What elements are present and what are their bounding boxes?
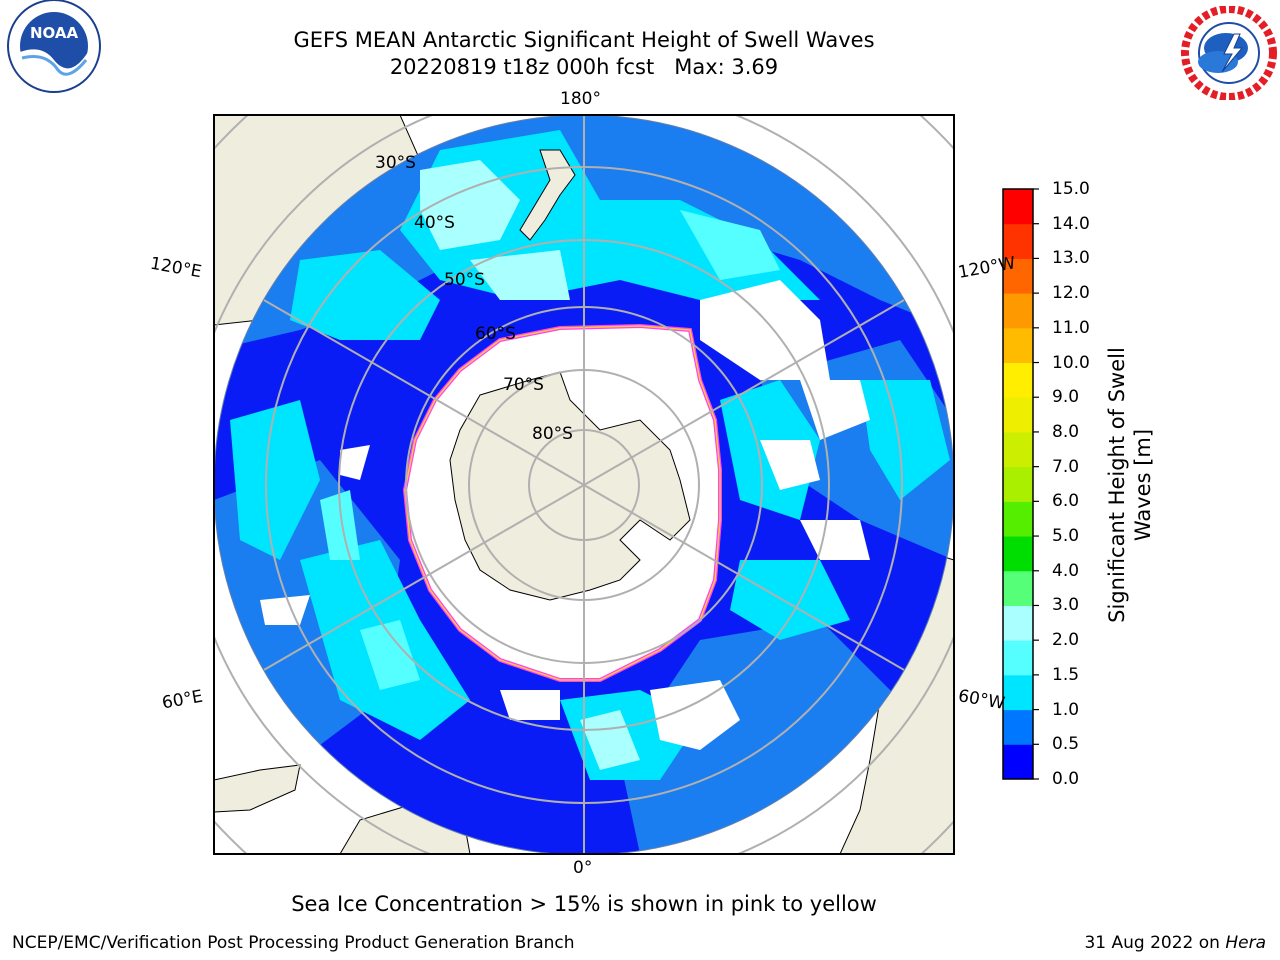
lon-label-180: 180° xyxy=(560,89,601,109)
colorbar-tick-label: 11.0 xyxy=(1052,317,1090,338)
colorbar-tick-label: 13.0 xyxy=(1052,248,1090,269)
colorbar-tick-label: 15.0 xyxy=(1052,179,1090,199)
noaa-logo-text: NOAA xyxy=(30,24,79,42)
lat-label-70s: 70°S xyxy=(503,375,544,395)
colorbar-tick-label: 5.0 xyxy=(1052,526,1080,547)
colorbar-tick-label: 3.0 xyxy=(1052,595,1080,616)
land-new-zealand xyxy=(519,149,576,241)
colorbar-segment xyxy=(1003,258,1033,294)
map-frame xyxy=(213,114,955,855)
colorbar-tick-label: 1.5 xyxy=(1052,664,1080,685)
colorbar-tick-label: 8.0 xyxy=(1052,421,1080,442)
machine-name: Hera xyxy=(1225,933,1266,953)
colorbar-tick-label: 0.0 xyxy=(1052,769,1080,789)
colorbar-tick-label: 12.0 xyxy=(1052,283,1090,304)
credit-text: NCEP/EMC/Verification Post Processing Pr… xyxy=(12,933,575,953)
colorbar-segment xyxy=(1003,223,1033,259)
colorbar-segment xyxy=(1003,327,1033,364)
lon-label-0: 0° xyxy=(573,858,593,878)
colorbar xyxy=(1002,188,1039,780)
colorbar-tick-label: 14.0 xyxy=(1052,213,1090,234)
colorbar-tick-label: 10.0 xyxy=(1052,352,1090,373)
chart-title: GEFS MEAN Antarctic Significant Height o… xyxy=(293,28,875,52)
colorbar-tick-label: 0.5 xyxy=(1052,734,1080,755)
colorbar-tick-label: 9.0 xyxy=(1052,387,1080,408)
colorbar-segment xyxy=(1003,744,1033,780)
colorbar-border xyxy=(1002,188,1034,780)
lat-label-80s: 80°S xyxy=(532,424,573,444)
noaa-logo: NOAA xyxy=(7,0,101,93)
colorbar-segment xyxy=(1003,674,1033,711)
colorbar-segment xyxy=(1003,293,1033,329)
colorbar-tick-label: 1.0 xyxy=(1052,699,1080,720)
colorbar-segment xyxy=(1003,189,1033,225)
colorbar-tick-label: 6.0 xyxy=(1052,491,1080,512)
lat-label-60s: 60°S xyxy=(475,324,516,344)
lat-label-50s: 50°S xyxy=(444,270,485,290)
colorbar-segment xyxy=(1003,362,1033,398)
colorbar-tick-label: 4.0 xyxy=(1052,560,1080,581)
colorbar-segment xyxy=(1003,501,1033,537)
colorbar-segment xyxy=(1003,709,1033,745)
colorbar-tick-label: 2.0 xyxy=(1052,630,1080,651)
colorbar-segment xyxy=(1003,397,1033,433)
colorbar-segment xyxy=(1003,640,1033,676)
lat-label-30s: 30°S xyxy=(375,153,416,173)
colorbar-segment xyxy=(1003,570,1033,606)
lat-label-40s: 40°S xyxy=(414,213,455,233)
colorbar-segment xyxy=(1003,466,1033,502)
land-antarctica xyxy=(449,371,691,601)
colorbar-tick-label: 7.0 xyxy=(1052,456,1080,477)
sea-ice-note: Sea Ice Concentration > 15% is shown in … xyxy=(291,892,877,916)
colorbar-segment xyxy=(1003,536,1033,572)
land-africa xyxy=(214,764,301,813)
chart-subtitle: 20220819 t18z 000h fcst Max: 3.69 xyxy=(389,55,779,79)
nws-logo xyxy=(1181,6,1277,100)
colorbar-segment xyxy=(1003,605,1033,641)
colorbar-segment xyxy=(1003,431,1033,468)
date-stamp: 31 Aug 2022 on Hera xyxy=(1084,933,1266,953)
